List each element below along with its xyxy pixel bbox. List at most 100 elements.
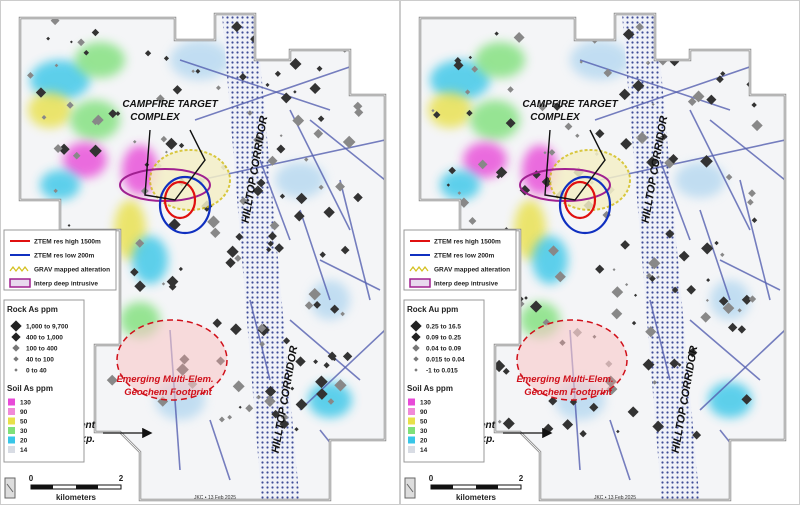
geochem-anomaly [40, 170, 80, 200]
fault-line [699, 329, 785, 411]
fault-line [194, 59, 371, 121]
rock-sample [524, 296, 528, 300]
rock-sample [677, 363, 682, 367]
rock-sample [255, 37, 266, 48]
rock-sample [106, 374, 118, 386]
rock-sample [268, 231, 277, 241]
rock-sample [225, 257, 236, 268]
rock-sample [737, 308, 742, 313]
geochem-anomaly [428, 92, 472, 128]
rock-sample [274, 28, 281, 34]
north-arrow [404, 477, 416, 499]
rock-sample [293, 210, 305, 222]
geochem-anomaly [170, 40, 230, 80]
legend-label: 20 [20, 438, 28, 445]
rock-sample [354, 107, 364, 117]
rock-sample [706, 278, 711, 283]
target-label: COMPLEX [530, 112, 581, 123]
rock-sample [502, 367, 510, 375]
rock-sample [134, 280, 146, 293]
legend-label: ZTEM res low 200m [434, 253, 495, 260]
legend-swatch [12, 344, 20, 352]
rock-sample [230, 323, 242, 336]
legend-swatch [408, 427, 415, 434]
footprint-label: Geochem Footprint [124, 387, 212, 398]
rock-sample [651, 102, 655, 106]
rock-sample [646, 156, 658, 169]
legend-title: Rock Au ppm [407, 305, 458, 314]
fault-line [709, 119, 785, 181]
rock-sample [722, 302, 735, 315]
legend-swatch [8, 436, 15, 444]
rock-sample [239, 196, 248, 206]
legend-label: 14 [420, 447, 428, 454]
rock-sample [207, 215, 220, 229]
fault-line [299, 329, 385, 411]
rock-sample [94, 300, 100, 307]
rock-sample [579, 430, 587, 438]
fault-line [594, 59, 771, 121]
rock-sample [323, 362, 330, 369]
rock-sample [642, 358, 655, 371]
geochem-anomaly [475, 42, 525, 78]
legend-swatch [409, 266, 429, 272]
rock-sample [130, 267, 139, 277]
legend-label: 1,000 to 9,700 [26, 324, 69, 331]
rock-sample [326, 39, 334, 47]
rock-sample [318, 184, 324, 190]
legend-label: 0.25 to 16.5 [426, 324, 461, 331]
rock-sample [692, 90, 705, 103]
rock-sample [311, 33, 323, 44]
rock-sample [94, 320, 100, 327]
rock-sample [661, 133, 668, 140]
rock-sample [282, 337, 291, 345]
rock-sample [751, 217, 758, 223]
geochem-anomaly [275, 162, 325, 198]
rock-sample [35, 87, 47, 98]
legend-label: GRAV mapped alteration [434, 267, 510, 274]
legend-label: 14 [20, 447, 28, 454]
legend-label: 0.04 to 0.09 [426, 346, 461, 353]
rock-sample [330, 304, 340, 314]
fault-line [689, 109, 751, 231]
target-label: CAMPFIRE TARGET [522, 99, 618, 110]
scale-label: 2 [519, 474, 524, 483]
claim-boundary-inner [419, 13, 786, 501]
fault-line [659, 159, 691, 241]
rock-sample [257, 323, 267, 333]
rock-sample [616, 429, 620, 434]
rock-sample [620, 240, 630, 250]
footprint-zone [116, 319, 228, 401]
rock-sample [53, 144, 63, 153]
legend-swatch [409, 278, 431, 288]
legend-label: 400 to 1,000 [26, 335, 63, 342]
rock-sample [280, 413, 289, 422]
legend-label: 50 [420, 419, 428, 426]
rock-sample [313, 359, 319, 365]
rock-sample [178, 142, 185, 149]
rock-sample [83, 50, 90, 56]
rock-sample [166, 275, 179, 288]
geochem-anomaly [675, 162, 725, 198]
rock-sample [279, 419, 290, 429]
legend-swatch [8, 398, 15, 406]
rock-sample [729, 18, 743, 31]
legend-swatch [8, 427, 15, 434]
rock-sample [41, 114, 47, 120]
rock-sample [729, 22, 742, 35]
fault-line [739, 179, 771, 301]
scale-bar [476, 485, 498, 489]
ztem-low [158, 175, 212, 235]
scale-bar [76, 485, 98, 489]
rock-sample [495, 166, 508, 179]
rock-sample [164, 150, 168, 154]
legend-swatch [414, 368, 418, 372]
scale-bar [31, 485, 53, 489]
rock-sample [144, 50, 152, 57]
rock-sample [698, 22, 711, 35]
legend-swatch [408, 417, 415, 425]
legend-label: 0.09 to 0.25 [426, 335, 461, 342]
footprint-label: Emerging Multi-Elem. [116, 374, 213, 385]
rock-sample [252, 185, 264, 197]
